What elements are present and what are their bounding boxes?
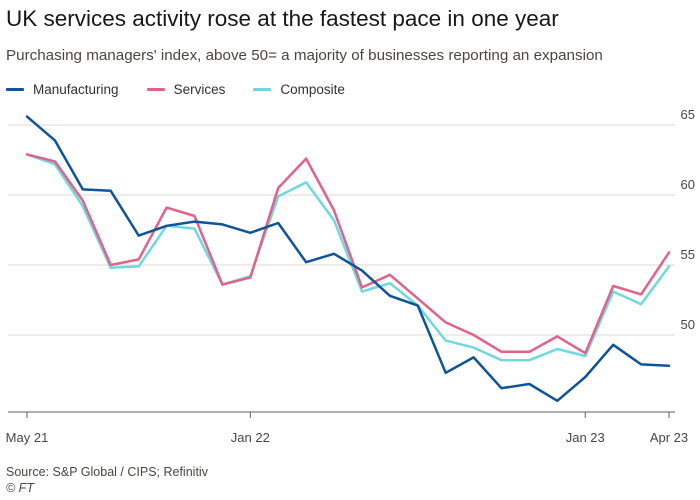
x-tick-label-jan-22: Jan 22: [231, 430, 270, 445]
ft-credit: © FT: [6, 481, 34, 495]
legend-swatch-services: [146, 87, 165, 91]
y-tick-label-55: 55: [681, 247, 695, 262]
x-tick-label-apr-23: Apr 23: [650, 430, 688, 445]
y-tick-label-65: 65: [681, 107, 695, 122]
x-tick-label-may-21: May 21: [6, 430, 49, 445]
x-tick-label-jan-23: Jan 23: [566, 430, 605, 445]
source-note: Source: S&P Global / CIPS; Refinitiv: [6, 465, 208, 479]
chart-title: UK services activity rose at the fastest…: [6, 6, 559, 31]
series-line-services: [25, 153, 671, 355]
legend-label-services: Services: [173, 81, 226, 97]
gridlines: 50 55 60 65: [8, 107, 695, 336]
y-tick-label-50: 50: [681, 317, 695, 332]
legend-label-manufacturing: Manufacturing: [33, 81, 119, 97]
legend: Manufacturing Services Composite: [6, 80, 373, 98]
x-axis: May 21 Jan 22 Jan 23 Apr 23: [6, 411, 688, 445]
legend-item-composite: Composite: [253, 82, 345, 97]
legend-item-services: Services: [146, 81, 226, 97]
series-line-composite: [25, 153, 671, 362]
series-lines: [25, 115, 671, 403]
chart-subtitle: Purchasing managers' index, above 50= a …: [6, 47, 603, 64]
series-line-manufacturing: [25, 115, 671, 403]
legend-label-composite: Composite: [280, 81, 345, 97]
legend-item-manufacturing: Manufacturing: [6, 82, 119, 97]
legend-swatch-composite: [253, 87, 272, 91]
legend-swatch-manufacturing: [6, 87, 24, 91]
y-tick-label-60: 60: [681, 177, 695, 192]
